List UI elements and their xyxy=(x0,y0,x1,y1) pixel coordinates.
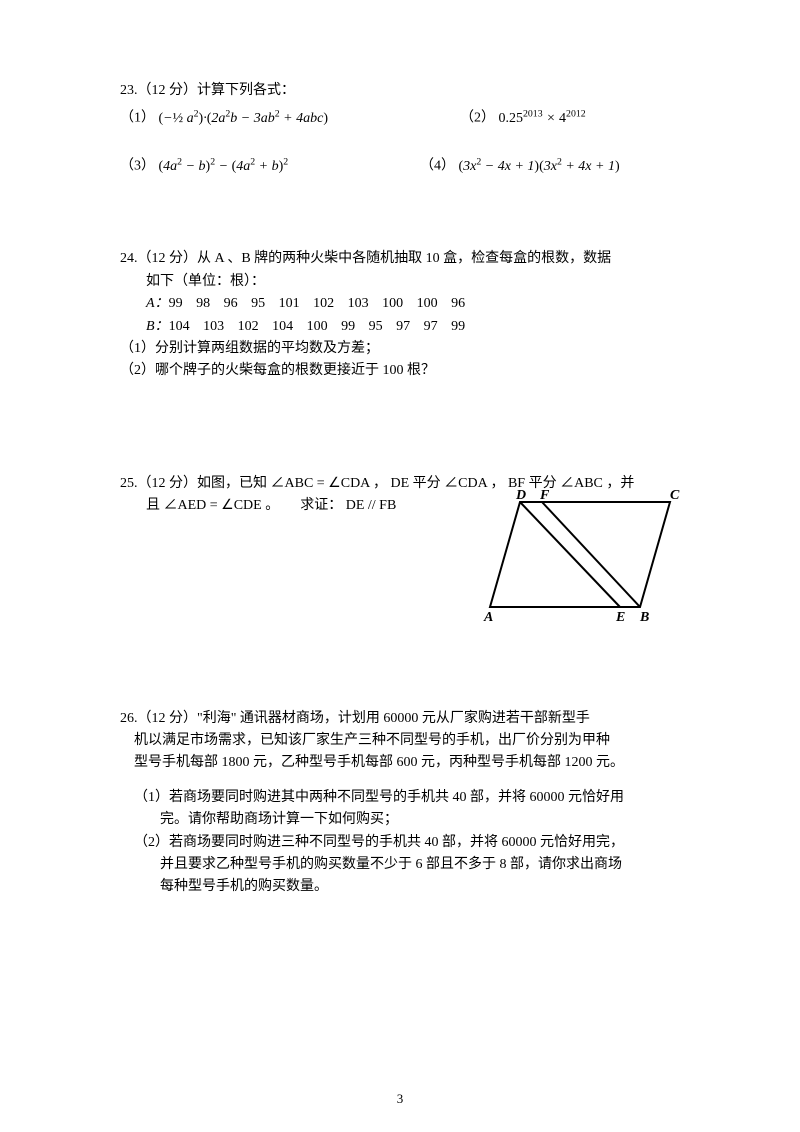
q23-head: 23.（12 分）计算下列各式： xyxy=(120,80,700,102)
q24-rowA-data: 99 98 96 95 101 102 103 100 100 96 xyxy=(169,296,466,311)
question-26: 26.（12 分）"利海" 通讯器材商场，计划用 60000 元从厂家购进若干部… xyxy=(120,708,700,899)
q26-p2b: 并且要求乙种型号手机的购买数量不少于 6 部且不多于 8 部，请你求出商场 xyxy=(120,854,700,876)
q26-head1: 26.（12 分）"利海" 通讯器材商场，计划用 60000 元从厂家购进若干部… xyxy=(120,708,700,730)
label-C: C xyxy=(670,488,680,503)
exam-page: 23.（12 分）计算下列各式： （1） (−½ a2)·(2a2b − 3ab… xyxy=(0,0,800,1132)
q24-rowB-data: 104 103 102 104 100 99 95 97 97 99 xyxy=(169,319,466,334)
q24-rowB: B：104 103 102 104 100 99 95 97 97 99 xyxy=(120,316,700,338)
page-number: 3 xyxy=(0,1089,800,1110)
q26-head2: 机以满足市场需求，已知该厂家生产三种不同型号的手机，出厂价分别为甲种 xyxy=(120,730,700,752)
q26-p1a: （1）若商场要同时购进其中两种不同型号的手机共 40 部，并将 60000 元恰… xyxy=(120,787,700,809)
q23-s4-expr: (3x2 − 4x + 1)(3x2 + 4x + 1) xyxy=(459,159,620,174)
question-24: 24.（12 分）从 A 、B 牌的两种火柴中各随机抽取 10 盒，检查每盒的根… xyxy=(120,248,700,382)
q23-sub4: （4） (3x2 − 4x + 1)(3x2 + 4x + 1) xyxy=(420,154,700,178)
q23-s1-label: （1） xyxy=(120,111,155,126)
q23-s2-expr: 0.252013 × 42012 xyxy=(499,111,586,126)
q25-figure: D F C A E B xyxy=(480,487,680,627)
q26-p2c: 每种型号手机的购买数量。 xyxy=(120,876,700,898)
q24-head2: 如下（单位：根）： xyxy=(120,271,700,293)
q24-p2: （2）哪个牌子的火柴每盒的根数更接近于 100 根？ xyxy=(120,360,700,382)
q26-head3: 型号手机每部 1800 元，乙种型号手机每部 600 元，丙种型号手机每部 12… xyxy=(120,752,700,774)
q23-s2-label: （2） xyxy=(460,111,495,126)
q23-s1-expr: (−½ a2)·(2a2b − 3ab2 + 4abc) xyxy=(159,111,328,126)
q24-rowA-label: A： xyxy=(146,296,169,311)
label-D: D xyxy=(515,488,526,503)
q24-rowB-label: B： xyxy=(146,319,169,334)
q23-s3-label: （3） xyxy=(120,159,155,174)
label-B: B xyxy=(639,610,649,625)
q23-sub3: （3） (4a2 − b)2 − (4a2 + b)2 xyxy=(120,154,420,178)
q23-s4-label: （4） xyxy=(420,159,455,174)
parallelogram-svg: D F C A E B xyxy=(480,487,680,627)
label-A: A xyxy=(483,610,493,625)
q25-head2-text: 且 ∠AED = ∠CDE 。 求证： DE // FB xyxy=(146,498,396,513)
q26-p2a: （2）若商场要同时购进三种不同型号的手机共 40 部，并将 60000 元恰好用… xyxy=(120,832,700,854)
q24-head: 24.（12 分）从 A 、B 牌的两种火柴中各随机抽取 10 盒，检查每盒的根… xyxy=(120,248,700,270)
label-F: F xyxy=(539,488,550,503)
q23-sub1: （1） (−½ a2)·(2a2b − 3ab2 + 4abc) xyxy=(120,106,460,130)
q23-sub2: （2） 0.252013 × 42012 xyxy=(460,106,700,130)
q24-rowA: A：99 98 96 95 101 102 103 100 100 96 xyxy=(120,293,700,315)
question-25: 25.（12 分）如图，已知 ∠ABC = ∠CDA ， DE 平分 ∠CDA … xyxy=(120,473,700,658)
q24-p1: （1）分别计算两组数据的平均数及方差； xyxy=(120,338,700,360)
q23-s3-expr: (4a2 − b)2 − (4a2 + b)2 xyxy=(159,159,289,174)
question-23: 23.（12 分）计算下列各式： （1） (−½ a2)·(2a2b − 3ab… xyxy=(120,80,700,178)
q26-p1b: 完。请你帮助商场计算一下如何购买； xyxy=(120,809,700,831)
label-E: E xyxy=(615,610,625,625)
